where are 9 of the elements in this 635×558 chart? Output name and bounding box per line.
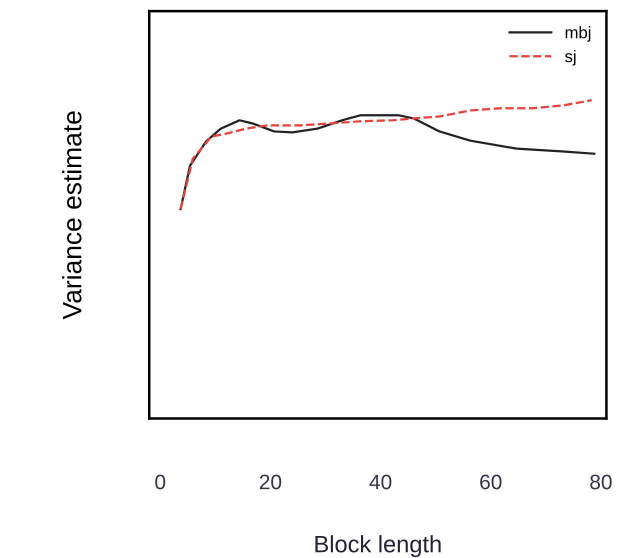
x-tick-label: 80 bbox=[590, 474, 612, 490]
legend-label: sj bbox=[565, 50, 576, 66]
x-tick-label: 0 bbox=[155, 474, 166, 490]
x-axis-title: Block length bbox=[315, 535, 441, 558]
y-axis-title: Variance estimate bbox=[62, 111, 82, 320]
x-tick-label: 60 bbox=[480, 474, 502, 490]
x-tick-label: 20 bbox=[260, 474, 282, 490]
x-tick-label: 40 bbox=[369, 474, 392, 490]
legend-label: mbj bbox=[566, 26, 590, 42]
